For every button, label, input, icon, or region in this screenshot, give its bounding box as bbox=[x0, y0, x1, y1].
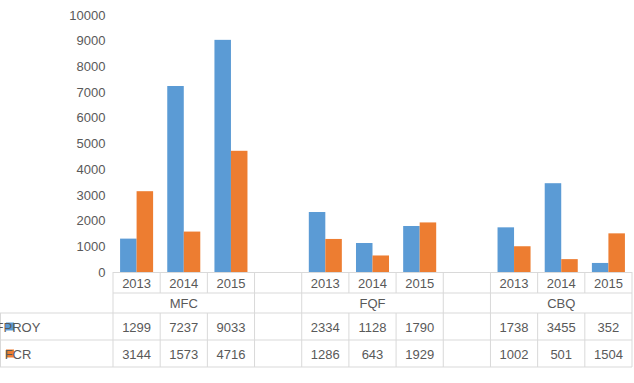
svg-text:FQF: FQF bbox=[360, 296, 386, 311]
svg-text:1002: 1002 bbox=[500, 347, 529, 362]
svg-text:7000: 7000 bbox=[77, 85, 106, 100]
svg-text:5000: 5000 bbox=[77, 136, 106, 151]
svg-text:2013: 2013 bbox=[311, 276, 340, 291]
svg-text:2000: 2000 bbox=[77, 213, 106, 228]
svg-text:643: 643 bbox=[362, 347, 384, 362]
svg-text:1929: 1929 bbox=[405, 347, 434, 362]
svg-text:2014: 2014 bbox=[169, 276, 198, 291]
svg-text:9000: 9000 bbox=[77, 33, 106, 48]
svg-text:501: 501 bbox=[550, 347, 572, 362]
svg-text:4000: 4000 bbox=[77, 162, 106, 177]
svg-text:1573: 1573 bbox=[169, 347, 198, 362]
svg-text:1504: 1504 bbox=[594, 347, 623, 362]
svg-text:2013: 2013 bbox=[122, 276, 151, 291]
svg-text:1128: 1128 bbox=[359, 320, 387, 335]
svg-text:2015: 2015 bbox=[216, 276, 245, 291]
svg-text:MFC: MFC bbox=[170, 296, 198, 311]
svg-text:1286: 1286 bbox=[311, 347, 340, 362]
svg-text:2014: 2014 bbox=[358, 276, 387, 291]
svg-text:1790: 1790 bbox=[405, 320, 434, 335]
svg-text:10000: 10000 bbox=[69, 8, 105, 23]
svg-text:6000: 6000 bbox=[77, 110, 106, 125]
svg-text:2015: 2015 bbox=[405, 276, 434, 291]
svg-text:2014: 2014 bbox=[547, 276, 576, 291]
svg-text:0: 0 bbox=[98, 265, 105, 280]
svg-text:2015: 2015 bbox=[594, 276, 623, 291]
svg-text:1000: 1000 bbox=[77, 239, 106, 254]
svg-text:1738: 1738 bbox=[500, 320, 529, 335]
svg-text:CBQ: CBQ bbox=[547, 296, 575, 311]
svg-text:352: 352 bbox=[598, 320, 620, 335]
svg-text:FPROY: FPROY bbox=[0, 320, 41, 335]
svg-text:3000: 3000 bbox=[77, 188, 106, 203]
svg-text:1299: 1299 bbox=[122, 320, 151, 335]
svg-text:8000: 8000 bbox=[77, 59, 106, 74]
svg-text:FCR: FCR bbox=[5, 347, 32, 362]
svg-text:4716: 4716 bbox=[216, 347, 245, 362]
svg-text:3144: 3144 bbox=[122, 347, 151, 362]
svg-text:2013: 2013 bbox=[500, 276, 529, 291]
svg-text:9033: 9033 bbox=[216, 320, 245, 335]
svg-text:7237: 7237 bbox=[169, 320, 198, 335]
svg-text:3455: 3455 bbox=[547, 320, 576, 335]
svg-text:2334: 2334 bbox=[311, 320, 340, 335]
